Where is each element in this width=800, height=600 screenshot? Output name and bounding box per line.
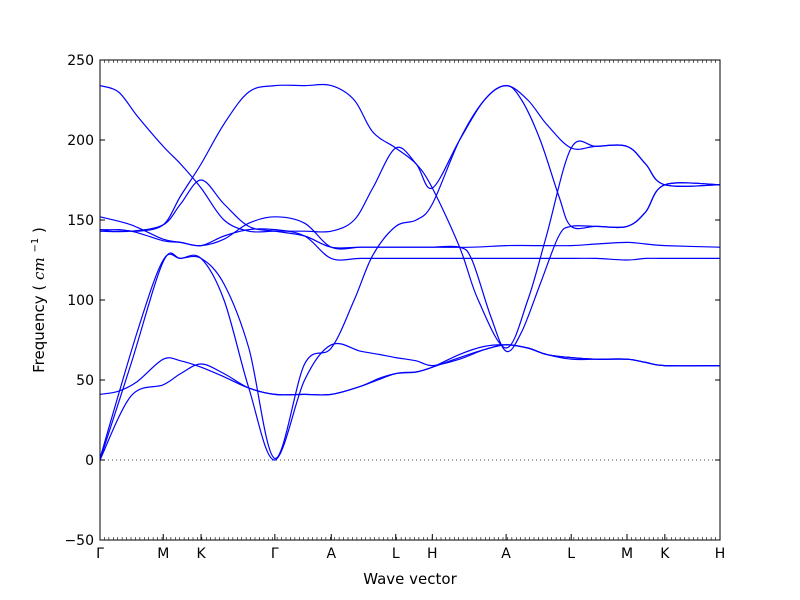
x-tick-label: L	[392, 546, 400, 562]
y-axis: −50 0 50 100 150 200 250	[64, 53, 720, 549]
y-tick-label: 250	[67, 53, 94, 69]
x-tick-label: M	[157, 546, 169, 562]
x-tick-label: Γ	[96, 546, 104, 562]
plot-area	[99, 59, 721, 541]
x-tick-label: M	[621, 546, 633, 562]
y-axis-title-text: Frequency	[30, 295, 48, 373]
x-tick-label: K	[660, 546, 670, 562]
x-tick-label: Γ	[271, 546, 279, 562]
x-tick-label: A	[326, 546, 336, 562]
y-tick-label: 100	[67, 293, 94, 309]
series-group	[99, 83, 721, 461]
band-line-7	[99, 179, 721, 249]
band-line-5	[99, 182, 721, 353]
band-line-4	[99, 84, 721, 460]
x-tick-label: H	[715, 546, 726, 562]
band-line-3	[99, 344, 721, 396]
x-tick-label: H	[427, 546, 438, 562]
y-axis-unit-exp: −1	[30, 238, 41, 253]
x-axis-title: Wave vector	[363, 570, 457, 588]
y-tick-label: 50	[76, 373, 94, 389]
y-tick-label: 200	[67, 133, 94, 149]
y-tick-label: −50	[64, 533, 94, 549]
band-line-6	[99, 228, 720, 261]
y-tick-label: 150	[67, 213, 94, 229]
band-line-2	[99, 344, 721, 461]
x-tick-label: L	[567, 546, 575, 562]
band-line-9	[99, 83, 721, 232]
y-tick-label: 0	[85, 453, 94, 469]
y-axis-unit-base: cm	[30, 257, 48, 280]
x-minor-ticks	[99, 60, 721, 540]
band-line-8	[99, 85, 721, 349]
band-line-1	[99, 252, 721, 461]
plot-frame	[99, 59, 721, 541]
y-axis-title-paren-open: (	[30, 285, 48, 291]
x-tick-label: A	[501, 546, 511, 562]
x-tick-label: K	[196, 546, 206, 562]
y-axis-title: Frequency ( cm −1 )	[24, 227, 48, 373]
y-axis-title-paren-close: )	[30, 227, 48, 233]
